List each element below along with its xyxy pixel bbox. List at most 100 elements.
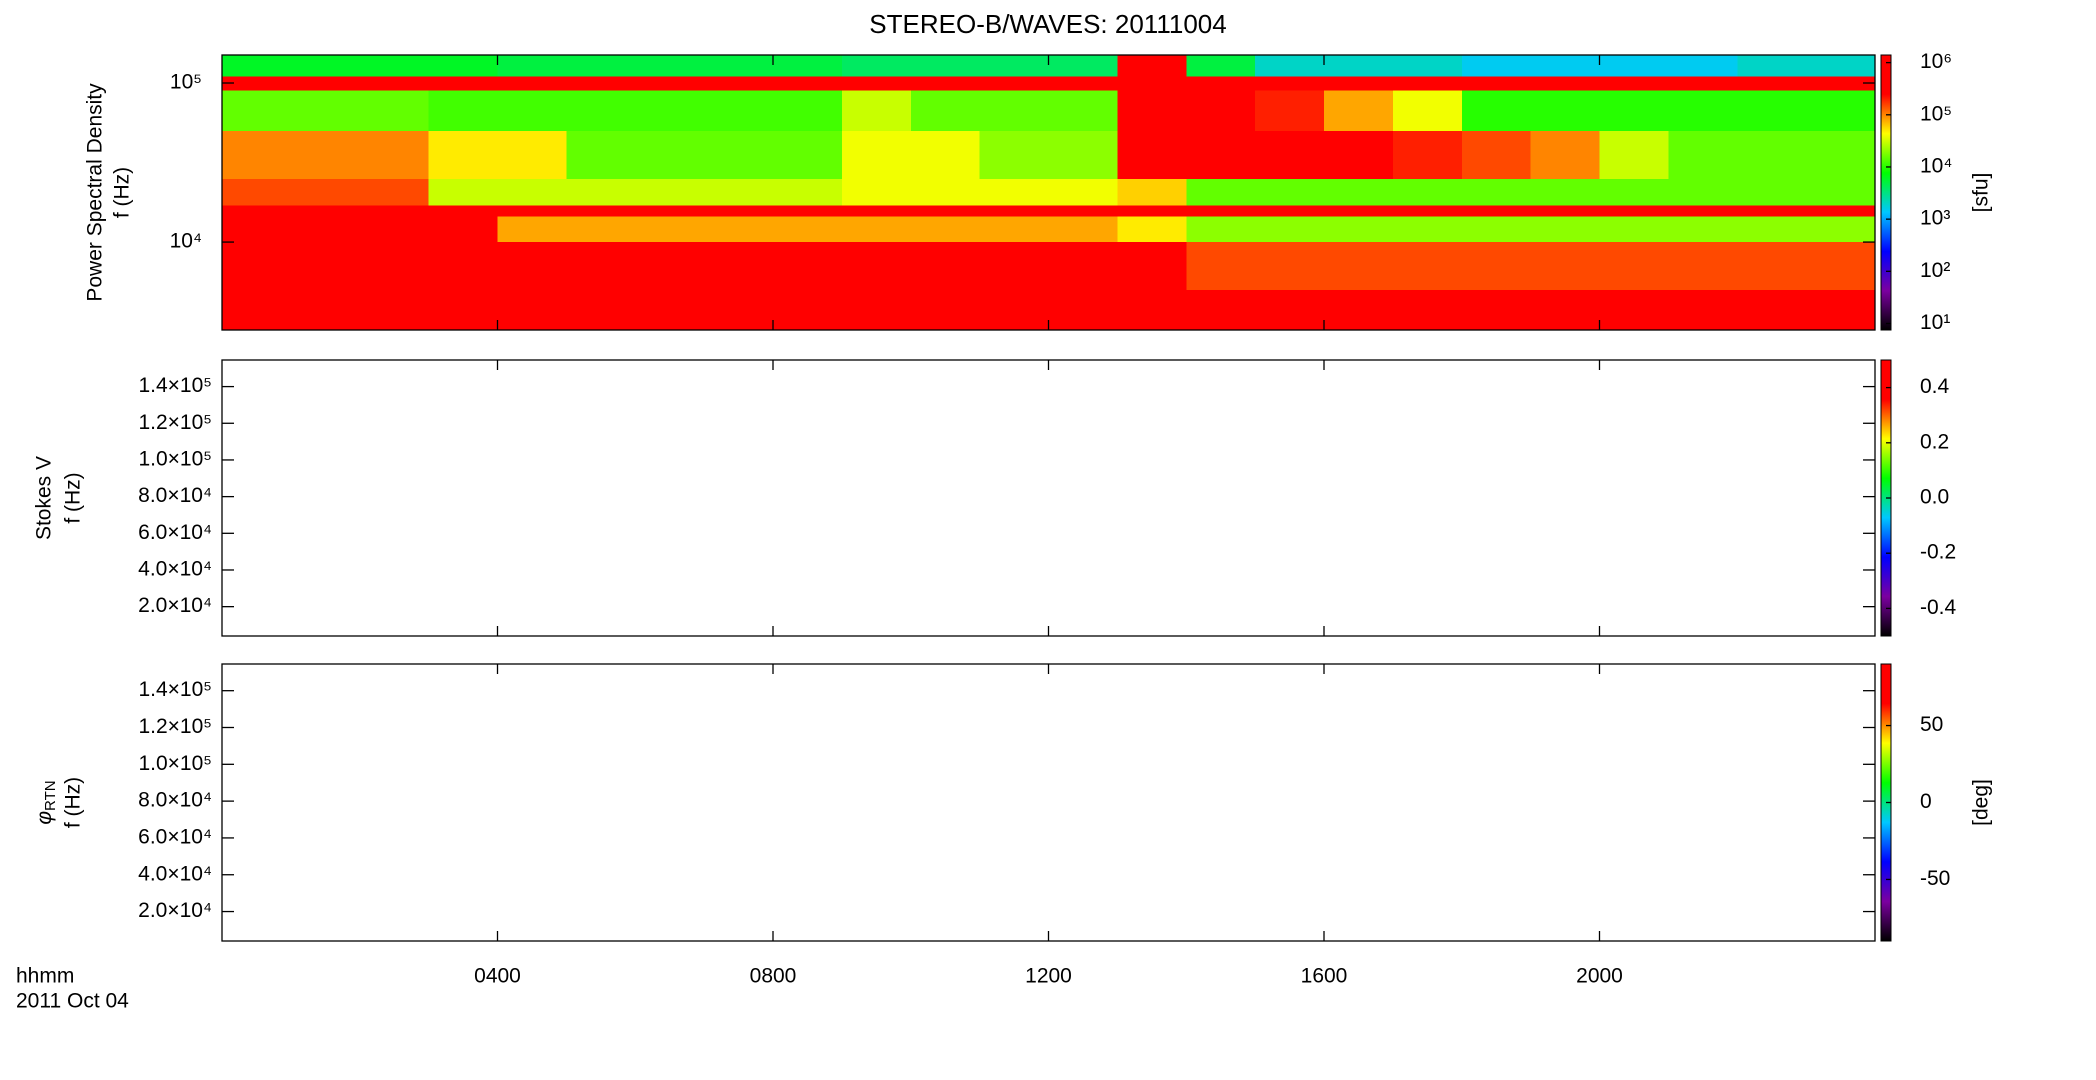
x-tick-label: 0400 [474,965,521,988]
y-tick-label: 10⁴ [170,230,202,253]
heatmap-cell [1324,289,1394,331]
heatmap-cell [1117,178,1187,206]
heatmap-cell [428,130,498,180]
heatmap-cell [1668,178,1738,206]
heatmap-cell [1737,216,1807,243]
heatmap-cell [1255,178,1325,206]
heatmap-cell [566,55,636,77]
heatmap-cell [497,242,567,291]
heatmap-cell [1806,178,1876,206]
heatmap-cell [1392,216,1463,243]
heatmap-cell [1048,216,1118,243]
heatmap-cell [635,130,705,180]
heatmap-cell [704,76,774,91]
heatmap-cell [222,90,292,132]
heatmap-cell [290,55,361,77]
heatmap-cell [1668,289,1738,331]
heatmap-cell [1117,289,1187,331]
y-tick-label: 6.0×10⁴ [138,521,212,544]
y-tick-label: 10⁵ [170,71,202,94]
heatmap-cell [1461,205,1532,217]
heatmap-cell [910,55,981,77]
heatmap-cell [1255,90,1325,132]
heatmap-cell [497,178,567,206]
y-tick-label: 8.0×10⁴ [138,789,212,812]
heatmap-cell [428,178,498,206]
heatmap-cell [1599,289,1669,331]
heatmap-cell [1392,205,1463,217]
heatmap-cell [1048,55,1118,77]
heatmap-cell [979,55,1049,77]
heatmap-cell [910,76,981,91]
heatmap-cell [1255,55,1325,77]
heatmap-cell [497,130,567,180]
plot-frame [221,663,1876,942]
heatmap-cell [359,178,430,206]
heatmap-cell [773,130,843,180]
heatmap-cell [359,76,430,91]
heatmap-cell [566,205,636,217]
heatmap-cell [1530,90,1600,132]
heatmap-cell [1392,130,1463,180]
heatmap-cell [1048,205,1118,217]
heatmap-cell [1530,216,1600,243]
heatmap-cell [359,130,430,180]
heatmap-cell [428,289,498,331]
colorbar-title: [sfu] [1970,173,1993,213]
colorbar-tick-label: 10¹ [1920,311,1950,334]
heatmap-cell [1117,242,1187,291]
heatmap-cell [1806,90,1876,132]
heatmap-cell [497,216,567,243]
y-tick-label: 1.0×10⁵ [138,447,212,470]
heatmap-cell [1048,178,1118,206]
heatmap-cell [979,242,1049,291]
colorbar-tick-label: 10⁶ [1920,50,1952,73]
heatmap-cell [1530,205,1600,217]
colorbar-tick-label: -0.4 [1920,596,1957,619]
heatmap-cell [979,178,1049,206]
x-tick-label: 0800 [750,965,797,988]
heatmap-cell [1186,130,1256,180]
heatmap-cell [841,90,912,132]
heatmap-cell [359,216,430,243]
heatmap-cell [290,216,361,243]
heatmap-cell [1461,242,1532,291]
heatmap-cell [1737,178,1807,206]
heatmap-cell [635,289,705,331]
heatmap-cell [704,178,774,206]
y-axis-title: f (Hz) [62,777,85,828]
heatmap-cell [1461,55,1532,77]
heatmap-cell [1599,90,1669,132]
heatmap-cell [1737,90,1807,132]
heatmap-cell [1806,76,1876,91]
y-tick-label: 1.0×10⁵ [138,752,212,775]
plot-frame [221,359,1876,637]
heatmap-cell [1255,130,1325,180]
heatmap-cell [1737,130,1807,180]
heatmap-cell [1668,55,1738,77]
heatmap-cell [1530,242,1600,291]
colorbar-tick-label: 10⁵ [1920,102,1952,125]
heatmap-cell [1392,90,1463,132]
colorbar-tick-label: 10² [1920,259,1950,282]
heatmap-cell [1461,178,1532,206]
heatmap-cell [1530,130,1600,180]
y-tick-label: 8.0×10⁴ [138,484,212,507]
y-tick-label: 1.4×10⁵ [138,374,212,397]
heatmap-cell [1737,55,1807,77]
colorbar-tick-label: 50 [1920,713,1943,736]
heatmap-cell [773,216,843,243]
heatmap-cell [1324,178,1394,206]
heatmap-cell [1599,242,1669,291]
heatmap-cell [1737,289,1807,331]
heatmap-cell [1255,242,1325,291]
colorbar-title: [deg] [1970,779,1993,826]
heatmap-cell [290,76,361,91]
heatmap-cell [222,76,292,91]
heatmap-cell [1392,55,1463,77]
heatmap-cell [1668,90,1738,132]
heatmap-cell [910,178,981,206]
heatmap-cell [841,289,912,331]
heatmap-cell [1117,216,1187,243]
colorbar-tick-label: -0.2 [1920,541,1956,564]
